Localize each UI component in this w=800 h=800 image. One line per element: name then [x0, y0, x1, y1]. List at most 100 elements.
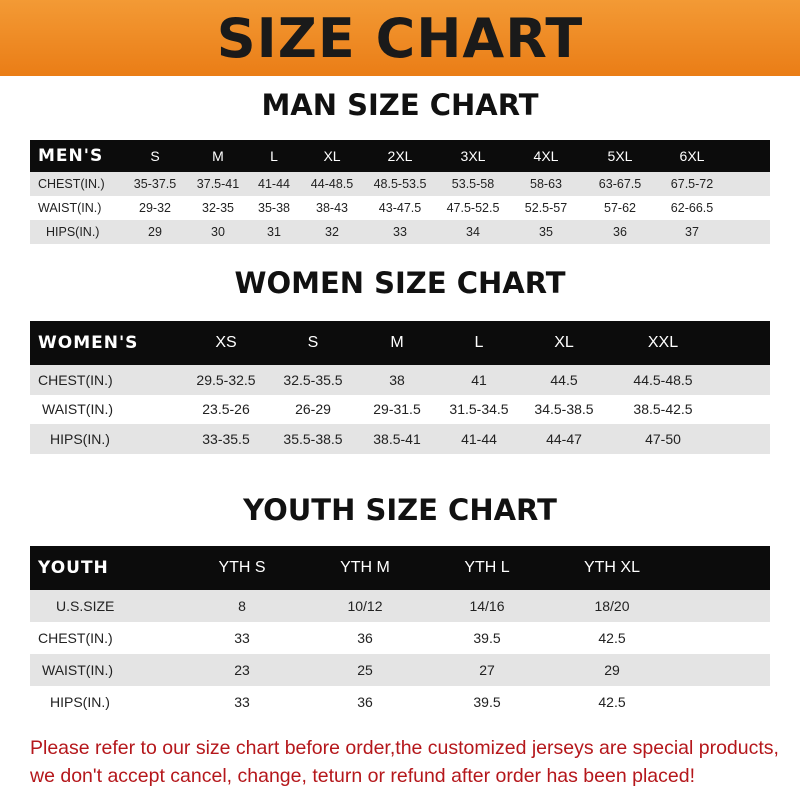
row-label: CHEST(IN.): [38, 177, 105, 191]
cell: 39.5: [473, 630, 501, 646]
table-row: CHEST(IN.) 33 36 39.5 42.5: [30, 622, 770, 654]
cell: 35-38: [258, 201, 290, 215]
cell: 23.5-26: [202, 401, 250, 418]
cell: 38.5-42.5: [633, 401, 693, 418]
cell: 41-44: [461, 430, 497, 447]
table-header: MEN'S S M L XL 2XL 3XL 4XL 5XL 6XL: [30, 140, 770, 172]
header-cell: 3XL: [460, 148, 486, 164]
cell: 33: [234, 694, 250, 710]
header-cell: YTH XL: [583, 559, 640, 576]
table-row: WAIST(IN.) 23.5-26 26-29 29-31.5 31.5-34…: [30, 395, 770, 425]
youth-title: YOUTH SIZE CHART: [243, 493, 557, 527]
header-cell: 5XL: [607, 148, 633, 164]
cell: 34: [466, 225, 480, 239]
table-row: CHEST(IN.) 35-37.5 37.5-41 41-44 44-48.5…: [30, 172, 770, 196]
table-row: HIPS(IN.) 33 36 39.5 42.5: [30, 686, 770, 718]
cell: 47.5-52.5: [446, 201, 500, 215]
header-cell: XL: [554, 334, 574, 351]
table-row: HIPS(IN.) 29 30 31 32 33 34 35 36 37: [30, 220, 770, 244]
cell: 37: [685, 225, 699, 239]
cell: 47-50: [645, 430, 681, 447]
cell: 63-67.5: [598, 177, 642, 191]
cell: 29-32: [139, 201, 171, 215]
header-cell: YTH S: [218, 559, 266, 576]
cell: 67.5-72: [670, 177, 714, 191]
cell: 36: [357, 694, 373, 710]
cell: 29-31.5: [373, 401, 421, 418]
cell: 41: [471, 371, 487, 388]
header-cell: L: [270, 148, 278, 164]
cell: 8: [238, 598, 246, 614]
cell: 31: [267, 225, 281, 239]
cell: 44.5: [550, 371, 578, 388]
cell: 38-43: [316, 201, 348, 215]
note-line: Please refer to our size chart before or…: [30, 737, 779, 759]
header-cell: S: [307, 334, 319, 351]
row-label: HIPS(IN.): [46, 225, 100, 239]
cell: 53.5-58: [451, 177, 495, 191]
cell: 44.5-48.5: [633, 371, 693, 388]
cell: 34.5-38.5: [534, 401, 594, 418]
women-table: WOMEN'S XS S M L XL XXL CHEST(IN.) 29.5-…: [30, 321, 770, 454]
row-label: CHEST(IN.): [38, 630, 113, 646]
cell: 43-47.5: [378, 201, 422, 215]
cell: 23: [234, 662, 250, 678]
cell: 35.5-38.5: [283, 430, 343, 447]
header-cell: 6XL: [679, 148, 705, 164]
cell: 33: [234, 630, 250, 646]
cell: 33-35.5: [202, 430, 250, 447]
cell: 36: [613, 225, 627, 239]
cell: 62-66.5: [670, 201, 714, 215]
cell: 33: [393, 225, 407, 239]
row-label: WAIST(IN.): [42, 662, 114, 678]
header-cell: XL: [323, 148, 341, 164]
table-header: WOMEN'S XS S M L XL XXL: [30, 321, 770, 365]
row-label: WAIST(IN.): [38, 201, 102, 215]
cell: 38: [389, 371, 405, 388]
table-row: WAIST(IN.) 23 25 27 29: [30, 654, 770, 686]
table-row: WAIST(IN.) 29-32 32-35 35-38 38-43 43-47…: [30, 196, 770, 220]
men-title: MAN SIZE CHART: [261, 88, 539, 122]
cell: 38.5-41: [373, 430, 421, 447]
banner-title: SIZE CHART: [216, 6, 584, 70]
header-cell: 2XL: [387, 148, 413, 164]
header-cell: WOMEN'S: [38, 333, 139, 353]
cell: 52.5-57: [524, 201, 568, 215]
header-cell: YTH L: [464, 559, 510, 576]
row-label: CHEST(IN.): [38, 371, 113, 388]
cell: 10/12: [347, 598, 383, 614]
table-row: HIPS(IN.) 33-35.5 35.5-38.5 38.5-41 41-4…: [30, 424, 770, 454]
table-header: YOUTH YTH S YTH M YTH L YTH XL: [30, 546, 770, 590]
cell: 42.5: [598, 694, 626, 710]
header-cell: 4XL: [533, 148, 559, 164]
cell: 57-62: [604, 201, 636, 215]
youth-table: YOUTH YTH S YTH M YTH L YTH XL U.S.SIZE …: [30, 546, 770, 718]
cell: 39.5: [473, 694, 501, 710]
header-cell: XXL: [647, 334, 679, 351]
cell: 32.5-35.5: [283, 371, 343, 388]
cell: 42.5: [598, 630, 626, 646]
cell: 14/16: [469, 598, 505, 614]
table-row: CHEST(IN.) 29.5-32.5 32.5-35.5 38 41 44.…: [30, 365, 770, 395]
header-cell: YTH M: [340, 559, 390, 576]
cell: 26-29: [295, 401, 331, 418]
cell: 35: [539, 225, 553, 239]
cell: 36: [357, 630, 373, 646]
row-label: U.S.SIZE: [56, 598, 115, 614]
cell: 25: [357, 662, 373, 678]
cell: 18/20: [594, 598, 630, 614]
header-cell: L: [474, 334, 484, 351]
header-cell: XS: [215, 334, 237, 351]
cell: 35-37.5: [133, 177, 177, 191]
cell: 32: [325, 225, 339, 239]
cell: 58-63: [530, 177, 562, 191]
cell: 31.5-34.5: [449, 401, 509, 418]
header-cell: M: [390, 334, 404, 351]
cell: 44-47: [546, 430, 582, 447]
row-label: HIPS(IN.): [50, 694, 110, 710]
cell: 29.5-32.5: [196, 371, 256, 388]
row-label: HIPS(IN.): [50, 430, 110, 447]
disclaimer-note: Please refer to our size chart before or…: [30, 734, 790, 790]
cell: 29: [148, 225, 162, 239]
note-line: we don't accept cancel, change, teturn o…: [30, 765, 695, 787]
